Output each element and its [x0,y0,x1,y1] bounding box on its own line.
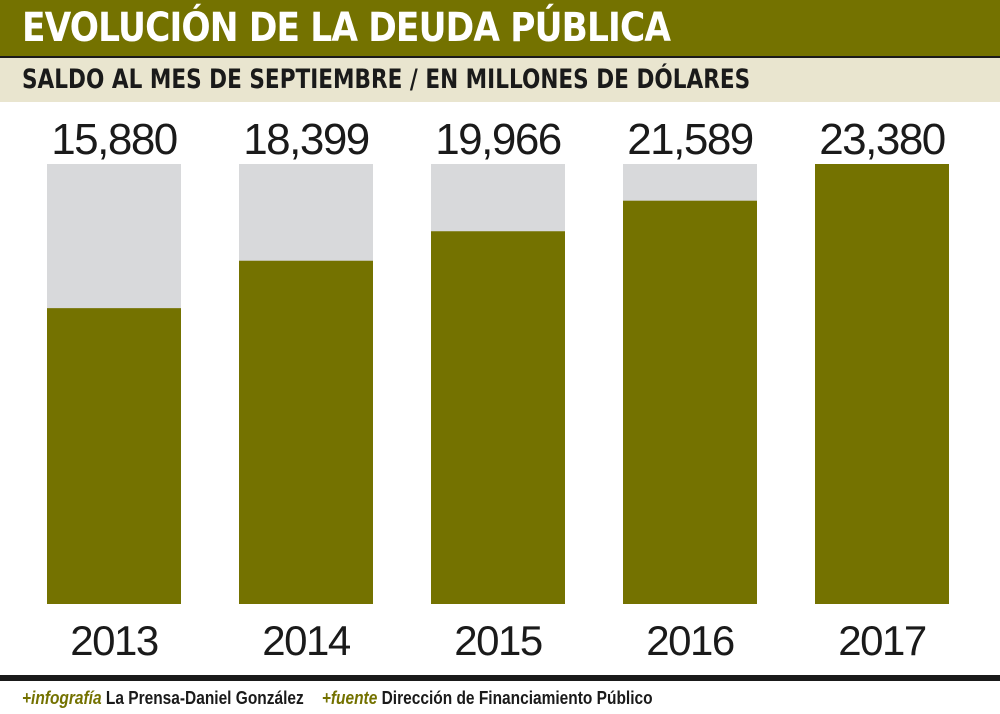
chart-title: EVOLUCIÓN DE LA DEUDA PÚBLICA [22,5,671,51]
footer-rule [0,675,1000,681]
category-label: 2015 [454,617,542,664]
category-label: 2013 [70,617,158,664]
subtitle-bar: SALDO AL MES DE SEPTIEMBRE / EN MILLONES… [0,56,1000,102]
infografia-credit: La Prensa-Daniel González [105,688,304,708]
category-label: 2016 [646,617,734,664]
bar-value-label: 23,380 [819,115,945,164]
fuente-credit: Dirección de Financiamiento Público [381,688,653,708]
bar [815,164,949,604]
bar-value-label: 18,399 [243,115,369,164]
title-bar: EVOLUCIÓN DE LA DEUDA PÚBLICA [0,0,1000,56]
bar [239,260,373,604]
infografia-tag: +infografía [22,688,102,708]
bar-value-label: 21,589 [627,115,753,164]
bar-chart: 15,880 2013 18,399 2014 19,966 2015 21,589 2016… [47,115,949,664]
bar [431,231,565,604]
bar [623,200,757,604]
bar-value-label: 15,880 [51,115,177,164]
fuente-tag: +fuente [321,688,378,708]
category-label: 2014 [262,617,351,664]
credits: +infografía La Prensa-Daniel González +f… [22,686,666,710]
bar-value-label: 19,966 [435,115,561,164]
category-label: 2017 [838,617,926,664]
chart-subtitle: SALDO AL MES DE SEPTIEMBRE / EN MILLONES… [22,64,751,95]
bar [47,308,181,604]
